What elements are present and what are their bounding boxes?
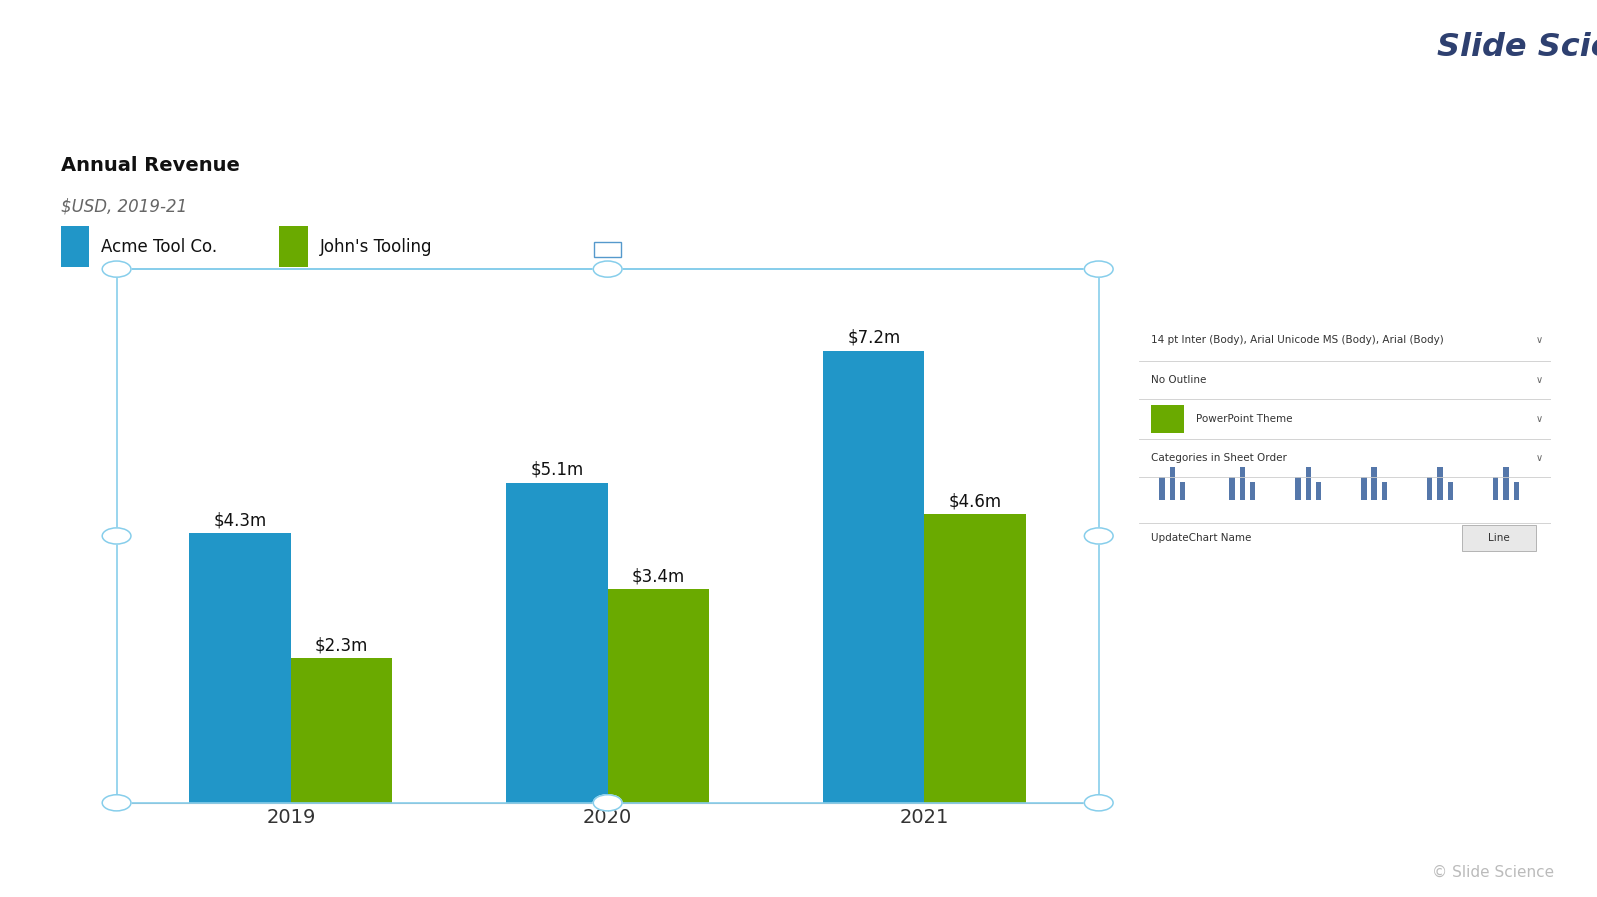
- Bar: [1295, 477, 1300, 500]
- Bar: [1361, 477, 1367, 500]
- Bar: [1316, 482, 1321, 500]
- Text: Line: Line: [1488, 533, 1511, 544]
- Bar: [1250, 482, 1255, 500]
- Text: Annual Revenue: Annual Revenue: [61, 156, 240, 176]
- Bar: [291, 658, 393, 803]
- FancyBboxPatch shape: [1463, 526, 1536, 551]
- Bar: [1437, 466, 1442, 500]
- Text: $2.3m: $2.3m: [315, 637, 369, 655]
- Text: $3.4m: $3.4m: [632, 568, 685, 586]
- Bar: [1151, 405, 1183, 433]
- Bar: [1169, 466, 1175, 500]
- Bar: [1381, 482, 1388, 500]
- Bar: [1180, 482, 1185, 500]
- Bar: [822, 351, 925, 803]
- Bar: [1159, 477, 1164, 500]
- Bar: [61, 226, 89, 267]
- Text: Categories in Sheet Order: Categories in Sheet Order: [1151, 453, 1287, 463]
- Text: ∨: ∨: [1535, 414, 1543, 424]
- Text: No Outline: No Outline: [1151, 375, 1206, 385]
- Bar: [1372, 466, 1377, 500]
- Text: ∨: ∨: [1535, 453, 1543, 463]
- Text: John's Tooling: John's Tooling: [319, 238, 431, 256]
- Text: ∨: ∨: [1535, 335, 1543, 345]
- Text: 14 pt Inter (Body), Arial Unicode MS (Body), Arial (Body): 14 pt Inter (Body), Arial Unicode MS (Bo…: [1151, 335, 1444, 345]
- Bar: [1239, 466, 1246, 500]
- Bar: [925, 514, 1025, 803]
- Text: PowerPoint Theme: PowerPoint Theme: [1196, 414, 1294, 424]
- Bar: [279, 226, 308, 267]
- Text: $5.1m: $5.1m: [530, 461, 583, 479]
- Bar: [1230, 477, 1234, 500]
- Bar: [1305, 466, 1311, 500]
- Text: Slide Science: Slide Science: [1437, 31, 1597, 63]
- Text: Converting between chart types in think-cell: Converting between chart types in think-…: [32, 30, 775, 64]
- Bar: [190, 533, 291, 803]
- Bar: [607, 589, 709, 803]
- Bar: [1514, 482, 1519, 500]
- Text: $4.6m: $4.6m: [949, 492, 1001, 510]
- Text: Acme Tool Co.: Acme Tool Co.: [101, 238, 217, 256]
- Text: $USD, 2019-21: $USD, 2019-21: [61, 197, 187, 215]
- Bar: [1428, 477, 1433, 500]
- Text: $4.3m: $4.3m: [214, 511, 267, 529]
- Text: $7.2m: $7.2m: [846, 329, 901, 347]
- Text: © Slide Science: © Slide Science: [1433, 866, 1554, 880]
- Text: UpdateChart Name: UpdateChart Name: [1151, 533, 1252, 544]
- Text: ⊞: ⊞: [1084, 784, 1096, 798]
- Bar: [1493, 477, 1498, 500]
- Text: ∨: ∨: [1535, 375, 1543, 385]
- Bar: [1503, 466, 1509, 500]
- Bar: [1447, 482, 1453, 500]
- Bar: [506, 483, 607, 803]
